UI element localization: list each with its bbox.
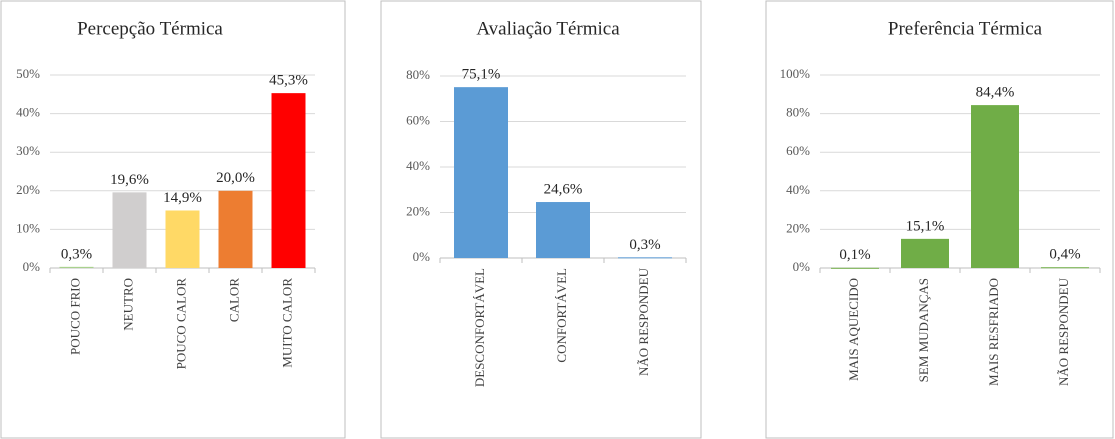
data-label: 0,4% (1049, 247, 1080, 263)
y-tick-label: 20% (786, 220, 810, 235)
data-label: 0,3% (629, 237, 660, 253)
x-tick-label: POUCO CALOR (173, 278, 188, 370)
y-tick-label: 40% (16, 105, 40, 120)
y-tick-label: 20% (406, 203, 430, 218)
bar (218, 190, 253, 268)
panel (0, 0, 346, 439)
y-tick-label: 0% (413, 249, 431, 264)
y-tick-label: 60% (406, 112, 430, 127)
panel (380, 0, 702, 439)
bar (1041, 267, 1089, 269)
y-tick-label: 0% (793, 259, 811, 274)
x-tick-label: SEM MUDANÇAS (916, 278, 931, 382)
x-tick-label: CALOR (226, 278, 241, 322)
y-tick-label: 20% (16, 182, 40, 197)
bar (831, 267, 879, 269)
y-tick-label: 80% (406, 67, 430, 82)
data-label: 19,6% (110, 172, 149, 188)
bar (971, 105, 1019, 268)
x-tick-label: NEUTRO (120, 278, 135, 331)
x-tick-label: NÃO RESPONDEU (1056, 277, 1071, 386)
x-tick-label: NÃO RESPONDEU (636, 267, 651, 376)
y-tick-label: 0% (23, 259, 41, 274)
panel (765, 0, 1114, 439)
data-label: 84,4% (976, 85, 1015, 101)
y-tick-label: 10% (16, 220, 40, 235)
bar (454, 87, 508, 259)
x-tick-label: MAIS AQUECIDO (846, 278, 861, 381)
bar (165, 210, 200, 268)
bar (59, 266, 94, 268)
x-tick-label: POUCO FRIO (67, 278, 82, 355)
chart-title: Avaliação Térmica (476, 18, 620, 39)
data-label: 24,6% (544, 181, 583, 197)
y-tick-label: 50% (16, 66, 40, 81)
y-tick-label: 40% (786, 182, 810, 197)
y-tick-label: 40% (406, 158, 430, 173)
chart-title: Preferência Térmica (888, 18, 1043, 39)
y-tick-label: 100% (780, 66, 811, 81)
x-tick-label: MAIS RESFRIADO (986, 278, 1001, 386)
data-label: 20,0% (216, 170, 255, 186)
bar (271, 93, 306, 268)
bar (901, 238, 949, 268)
bar (112, 192, 147, 268)
bar (618, 257, 672, 259)
x-tick-label: CONFORTÁVEL (554, 268, 569, 363)
y-tick-label: 60% (786, 143, 810, 158)
bar (536, 202, 590, 258)
chart-title: Percepção Térmica (77, 18, 223, 39)
y-tick-label: 30% (16, 143, 40, 158)
data-label: 14,9% (163, 190, 202, 206)
data-label: 45,3% (269, 73, 308, 89)
x-tick-label: DESCONFORTÁVEL (472, 268, 487, 387)
data-label: 75,1% (462, 67, 501, 83)
data-label: 0,1% (839, 247, 870, 263)
data-label: 0,3% (61, 246, 92, 262)
x-tick-label: MUITO CALOR (279, 278, 294, 368)
y-tick-label: 80% (786, 105, 810, 120)
data-label: 15,1% (906, 218, 945, 234)
